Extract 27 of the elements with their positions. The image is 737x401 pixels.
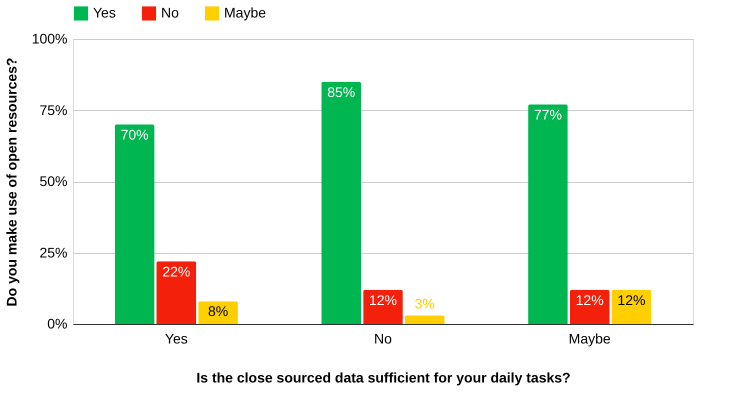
data-label: 12% bbox=[617, 292, 646, 308]
data-label: 70% bbox=[120, 126, 149, 142]
y-tick-label: 50% bbox=[39, 173, 68, 189]
y-axis-title: Do you make use of open resources? bbox=[4, 58, 20, 306]
legend-label: Yes bbox=[93, 4, 116, 20]
y-tick-label: 0% bbox=[47, 316, 68, 332]
y-tick-label: 25% bbox=[39, 244, 68, 260]
data-label: 22% bbox=[162, 263, 190, 280]
x-tick-label: Maybe bbox=[568, 330, 611, 346]
bar bbox=[528, 104, 568, 324]
legend-label: Maybe bbox=[224, 4, 266, 20]
bar bbox=[156, 261, 196, 324]
data-label: 85% bbox=[327, 84, 356, 100]
y-tick-label: 75% bbox=[39, 102, 68, 118]
data-label: 77% bbox=[534, 106, 562, 123]
bar bbox=[404, 315, 445, 324]
data-label: 12% bbox=[368, 292, 398, 308]
legend-label: No bbox=[161, 4, 180, 20]
bar bbox=[114, 124, 154, 324]
data-label: 3% bbox=[414, 295, 435, 312]
bar bbox=[321, 82, 362, 324]
y-tick-label: 100% bbox=[32, 30, 68, 46]
x-axis-title: Is the close sourced data sufficient for your daily tasks? bbox=[196, 370, 571, 386]
data-label: 8% bbox=[208, 303, 228, 320]
x-tick-label: No bbox=[374, 330, 392, 346]
data-label: 12% bbox=[576, 292, 604, 308]
x-tick-label: Yes bbox=[164, 330, 188, 346]
